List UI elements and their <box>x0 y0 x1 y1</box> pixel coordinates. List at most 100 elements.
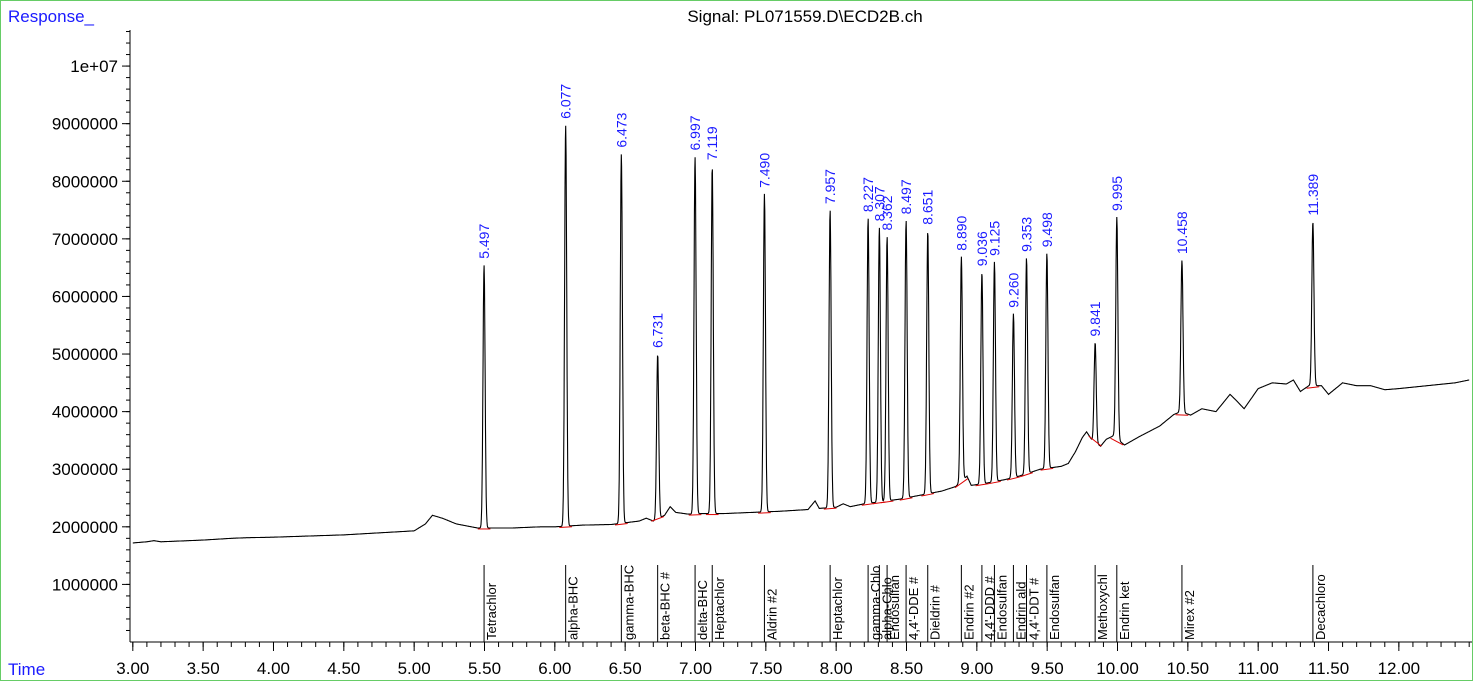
retention-time-label: 8.651 <box>920 190 936 225</box>
axes: 3.00 3.50 4.00 4.50 5.00 5.50 6.00 6.50 7.00 7.50… <box>52 30 1472 678</box>
y-tick-label: 2000000 <box>52 518 118 537</box>
x-tick-label: 5.00 <box>398 659 431 678</box>
integration-baseline <box>975 483 989 487</box>
integration-baseline <box>987 480 1001 485</box>
retention-time-label: 7.490 <box>756 153 772 188</box>
integration-baseline <box>1020 472 1033 478</box>
retention-time-label: 6.473 <box>613 112 629 147</box>
integration-baseline <box>954 478 968 489</box>
compound-label: Aldrin #2 <box>764 589 779 640</box>
retention-time-label: 8.362 <box>879 195 895 230</box>
y-axis-label: Response_ <box>8 7 95 26</box>
y-tick-label: 1000000 <box>52 575 118 594</box>
integration-baseline <box>688 514 702 516</box>
y-tick-label: 3000000 <box>52 460 118 479</box>
retention-time-label: 9.498 <box>1039 212 1055 247</box>
integration-baseline <box>614 522 628 526</box>
retention-time-label: 7.119 <box>704 126 720 160</box>
compound-label: Mirex #2 <box>1182 590 1197 640</box>
signal-trace <box>132 125 1470 544</box>
retention-time-label: 8.307 <box>871 186 887 221</box>
compound-label: gamma-BHC <box>621 565 636 640</box>
integration-baseline <box>899 497 913 501</box>
retention-time-label: 9.260 <box>1005 272 1021 307</box>
retention-time-label: 9.353 <box>1018 217 1034 252</box>
integration-baseline <box>1040 467 1054 471</box>
y-tick-label: 5000000 <box>52 345 118 364</box>
compound-label: Dieldrin # <box>928 584 943 640</box>
integration-baseline <box>758 512 771 514</box>
y-tick-label: 6000000 <box>52 287 118 306</box>
compound-label: beta-BHC # <box>658 571 673 640</box>
compound-labels: Tetrachlor alpha-BHC gamma-BHC beta-BHC # de… <box>483 565 1328 642</box>
compound-label: delta-BHC <box>695 580 710 640</box>
x-tick-label: 12.00 <box>1378 659 1421 678</box>
compound-label: Heptachlor <box>712 576 727 640</box>
retention-time-label: 11.389 <box>1305 174 1321 216</box>
compound-label: 4,4'-DDE # <box>906 576 921 640</box>
retention-time-label: 9.995 <box>1109 176 1125 211</box>
retention-time-label: 6.731 <box>650 313 666 348</box>
compound-label: 4,4'-DDD # <box>982 575 997 640</box>
compound-label: Endosulfan <box>994 575 1009 640</box>
x-tick-label: 4.50 <box>327 659 360 678</box>
compound-label: 4,4'-DDT # <box>1026 577 1041 640</box>
x-tick-label: 7.50 <box>749 659 782 678</box>
y-tick-label: 9000000 <box>52 115 118 134</box>
x-tick-label: 10.00 <box>1096 659 1139 678</box>
retention-time-label: 8.497 <box>898 179 914 214</box>
retention-time-label: 8.227 <box>860 177 876 212</box>
integration-baseline <box>559 526 573 529</box>
x-tick-label: 7.00 <box>679 659 712 678</box>
retention-time-label: 9.036 <box>974 231 990 266</box>
retention-time-label: 9.125 <box>986 221 1002 256</box>
integration-baseline <box>651 516 665 522</box>
x-tick-label: 6.50 <box>609 659 642 678</box>
retention-time-label: 5.497 <box>476 224 492 259</box>
retention-time-label: 10.458 <box>1174 211 1190 254</box>
compound-label: Methoxychl <box>1095 574 1110 640</box>
retention-time-label: 6.077 <box>558 84 574 119</box>
x-tick-label: 6.00 <box>538 659 571 678</box>
x-axis-label: Time <box>8 660 45 679</box>
compound-label: Endrin #2 <box>961 584 976 640</box>
integration-baseline <box>1088 435 1102 447</box>
x-tick-label: 8.00 <box>820 659 853 678</box>
retention-time-label: 9.841 <box>1087 301 1103 336</box>
y-tick-label: 8000000 <box>52 172 118 191</box>
x-tick-label: 3.00 <box>116 659 149 678</box>
y-tick-label: 1e+07 <box>70 57 118 76</box>
y-tick-label: 4000000 <box>52 403 118 422</box>
x-tick-label: 11.50 <box>1308 659 1349 678</box>
x-tick-label: 10.50 <box>1167 659 1210 678</box>
x-tick-label: 11.00 <box>1238 659 1279 678</box>
retention-time-label: 8.890 <box>953 215 969 250</box>
compound-label: Decachloro <box>1313 574 1328 640</box>
x-tick-label: 9.50 <box>1031 659 1064 678</box>
y-tick-label: 7000000 <box>52 230 118 249</box>
x-tick-label: 8.50 <box>890 659 923 678</box>
compound-label: Heptachlor <box>830 576 845 640</box>
compound-label: Endrin ket <box>1117 581 1132 640</box>
integration-baseline <box>921 493 935 497</box>
integration-baseline <box>861 503 875 506</box>
retention-time-labels: 5.497 6.077 6.473 6.731 6.997 7.119 7.490 7.957… <box>476 84 1321 348</box>
integration-baseline <box>880 500 894 504</box>
integration-baseline <box>1110 437 1124 446</box>
retention-time-label: 6.997 <box>687 115 703 150</box>
compound-label: Endosulfan <box>1047 575 1062 640</box>
integration-baseline <box>1006 476 1020 481</box>
chart-title: Signal: PL071559.D\ECD2B.ch <box>687 7 922 26</box>
integration-baseline <box>823 507 837 510</box>
x-tick-label: 4.00 <box>257 659 290 678</box>
retention-time-label: 7.957 <box>822 169 838 204</box>
trace-group <box>132 125 1470 544</box>
x-tick-label: 5.50 <box>468 659 501 678</box>
compound-label: Endrin ald <box>1013 581 1028 640</box>
compound-label: Endosulfan <box>887 575 902 640</box>
x-tick-label: 3.50 <box>187 659 220 678</box>
integration-baseline <box>1306 386 1320 389</box>
compound-label: Tetrachlor <box>484 582 499 640</box>
x-tick-label: 9.00 <box>960 659 993 678</box>
